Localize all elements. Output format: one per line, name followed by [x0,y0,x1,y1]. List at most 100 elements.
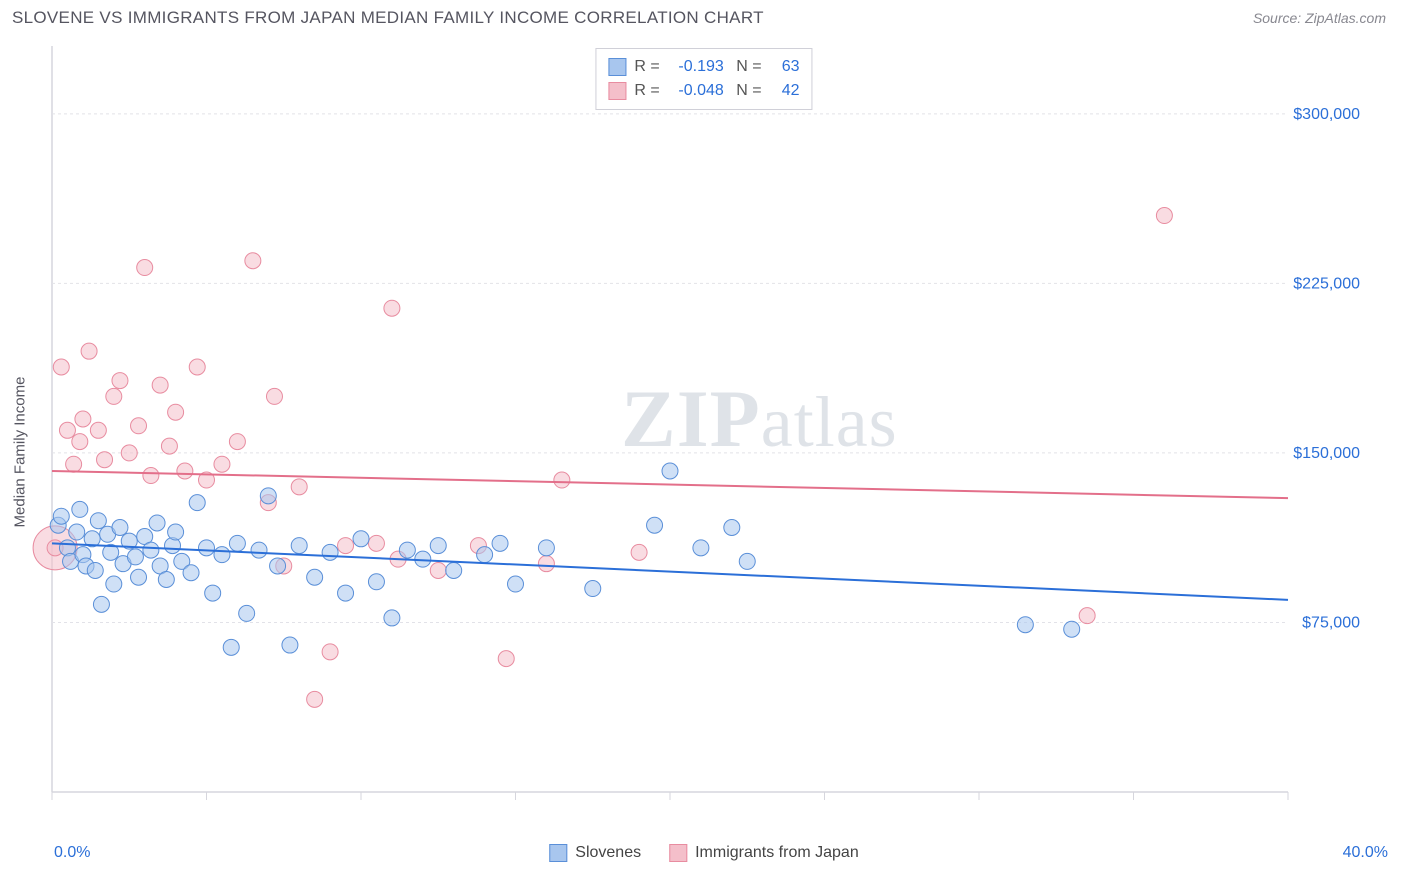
data-point [291,538,307,554]
data-point [446,562,462,578]
data-point [168,524,184,540]
legend-swatch [669,844,687,862]
data-point [158,572,174,588]
data-point [90,513,106,529]
data-point [177,463,193,479]
data-point [307,569,323,585]
data-point [131,569,147,585]
data-point [266,388,282,404]
scatter-plot: $75,000$150,000$225,000$300,000 [12,42,1368,832]
data-point [143,468,159,484]
data-point [322,644,338,660]
data-point [282,637,298,653]
y-axis-label: Median Family Income [12,377,29,528]
r-label: R = [634,79,659,103]
data-point [585,581,601,597]
chart-area: Median Family Income $75,000$150,000$225… [12,42,1396,862]
legend-row: R = -0.193 N = 63 [608,55,799,79]
data-point [69,524,85,540]
data-point [1064,621,1080,637]
data-point [1156,208,1172,224]
r-value: -0.193 [668,55,724,79]
y-tick-label: $75,000 [1302,614,1360,631]
r-label: R = [634,55,659,79]
data-point [229,535,245,551]
data-point [189,359,205,375]
data-point [430,562,446,578]
data-point [1017,617,1033,633]
data-point [739,553,755,569]
data-point [260,488,276,504]
data-point [161,438,177,454]
chart-title: SLOVENE VS IMMIGRANTS FROM JAPAN MEDIAN … [12,8,764,28]
series-legend: Slovenes Immigrants from Japan [549,844,858,862]
data-point [152,377,168,393]
data-point [214,456,230,472]
data-point [384,300,400,316]
data-point [112,520,128,536]
data-point [81,343,97,359]
data-point [199,540,215,556]
legend-label: Immigrants from Japan [695,844,859,862]
data-point [127,549,143,565]
data-point [322,544,338,560]
data-point [307,691,323,707]
data-point [97,452,113,468]
data-point [106,576,122,592]
data-point [59,422,75,438]
data-point [245,253,261,269]
data-point [90,422,106,438]
data-point [112,373,128,389]
data-point [724,520,740,536]
data-point [338,538,354,554]
y-tick-label: $150,000 [1293,445,1360,462]
legend-item: Slovenes [549,844,641,862]
chart-header: SLOVENE VS IMMIGRANTS FROM JAPAN MEDIAN … [0,0,1406,36]
data-point [131,418,147,434]
n-label: N = [732,79,762,103]
legend-swatch [608,82,626,100]
data-point [538,556,554,572]
data-point [554,472,570,488]
data-point [149,515,165,531]
y-tick-label: $300,000 [1293,106,1360,123]
trend-line [52,543,1288,600]
r-value: -0.048 [668,79,724,103]
data-point [430,538,446,554]
data-point [189,495,205,511]
legend-swatch [549,844,567,862]
data-point [223,639,239,655]
data-point [631,544,647,560]
data-point [143,542,159,558]
data-point [647,517,663,533]
data-point [183,565,199,581]
x-axis-max-label: 40.0% [1343,844,1388,862]
data-point [53,508,69,524]
data-point [368,574,384,590]
data-point [338,585,354,601]
data-point [75,411,91,427]
data-point [229,434,245,450]
data-point [214,547,230,563]
data-point [270,558,286,574]
correlation-legend: R = -0.193 N = 63 R = -0.048 N = 42 [595,48,812,110]
data-point [106,388,122,404]
data-point [121,445,137,461]
data-point [353,531,369,547]
data-point [662,463,678,479]
data-point [251,542,267,558]
data-point [498,651,514,667]
legend-item: Immigrants from Japan [669,844,859,862]
data-point [168,404,184,420]
data-point [508,576,524,592]
n-label: N = [732,55,762,79]
data-point [205,585,221,601]
data-point [384,610,400,626]
chart-source: Source: ZipAtlas.com [1253,10,1386,26]
x-axis-min-label: 0.0% [54,844,90,862]
data-point [53,359,69,375]
data-point [137,260,153,276]
legend-row: R = -0.048 N = 42 [608,79,799,103]
data-point [291,479,307,495]
data-point [693,540,709,556]
